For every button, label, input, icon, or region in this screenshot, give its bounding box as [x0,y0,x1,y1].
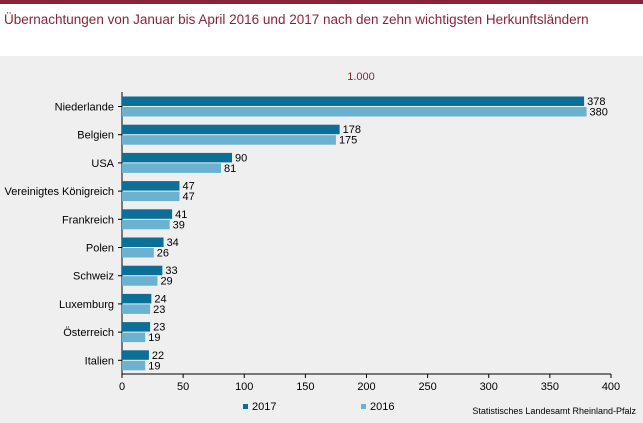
bar-2017 [122,322,151,332]
bar-2017 [122,265,163,276]
data-label-2017: 23 [153,322,165,334]
category-label: Polen [86,243,114,255]
x-tick-label: 350 [541,381,559,393]
category-label: Belgien [77,130,114,142]
bar-2017 [122,350,149,360]
bar-2017 [122,293,152,304]
data-label-2016: 47 [182,191,194,203]
category-label: Luxemburg [59,299,114,311]
data-label-2017: 378 [587,96,605,108]
data-label-2017: 33 [165,265,177,277]
bar-2017 [122,209,173,219]
data-label-2017: 24 [154,293,166,305]
bar-2016 [122,135,336,145]
category-label: Schweiz [73,271,114,283]
category-label: Vereinigtes Königreich [5,186,114,198]
x-tick-label: 250 [418,381,436,393]
bar-2016 [122,191,180,202]
category-label: Italien [85,355,114,367]
data-label-2016: 26 [157,248,169,260]
bar-2016 [122,332,146,343]
unit-label: 1.000 [347,71,375,83]
data-label-2016: 23 [153,304,165,316]
x-tick-label: 50 [177,381,189,393]
x-tick-label: 400 [602,381,620,393]
bar-2017 [122,96,585,106]
data-label-2017: 178 [343,124,361,136]
data-label-2016: 380 [590,107,608,119]
category-label: Frankreich [62,214,114,226]
legend-label-2016: 2016 [370,401,394,413]
bar-2016 [122,219,170,230]
legend-swatch-2017 [243,404,248,409]
data-label-2017: 47 [182,181,194,193]
data-label-2017: 34 [167,237,179,249]
bar-2016 [122,276,158,286]
bar-2016 [122,107,587,117]
bar-2017 [122,181,180,191]
x-tick-label: 100 [235,381,253,393]
legend-swatch-2016 [361,404,366,409]
x-tick-label: 0 [119,381,125,393]
bar-2016 [122,304,151,314]
legend-label-2017: 2017 [252,401,276,413]
data-label-2017: 22 [152,350,164,362]
bar-2016 [122,163,222,173]
data-label-2016: 81 [224,163,236,175]
category-label: USA [91,158,114,170]
category-label: Niederlande [55,102,114,114]
bar-2017 [122,237,164,247]
bar-2016 [122,360,146,371]
data-label-2016: 19 [148,332,160,344]
category-label: Österreich [63,327,114,339]
bar-2017 [122,152,233,163]
data-label-2016: 39 [173,219,185,231]
x-tick-label: 150 [296,381,314,393]
bar-2017 [122,124,340,135]
data-label-2016: 29 [160,276,172,288]
data-label-2017: 41 [175,209,187,221]
bar-2016 [122,248,154,258]
x-tick-label: 300 [480,381,498,393]
chart-panel [0,56,643,423]
source-label: Statistisches Landesamt Rheinland-Pfalz [472,406,636,416]
data-label-2016: 19 [148,360,160,372]
x-tick-label: 200 [357,381,375,393]
data-label-2017: 90 [235,152,247,164]
chart-title: Übernachtungen von Januar bis April 2016… [4,12,589,27]
top-rule [0,0,643,4]
data-label-2016: 175 [339,135,357,147]
